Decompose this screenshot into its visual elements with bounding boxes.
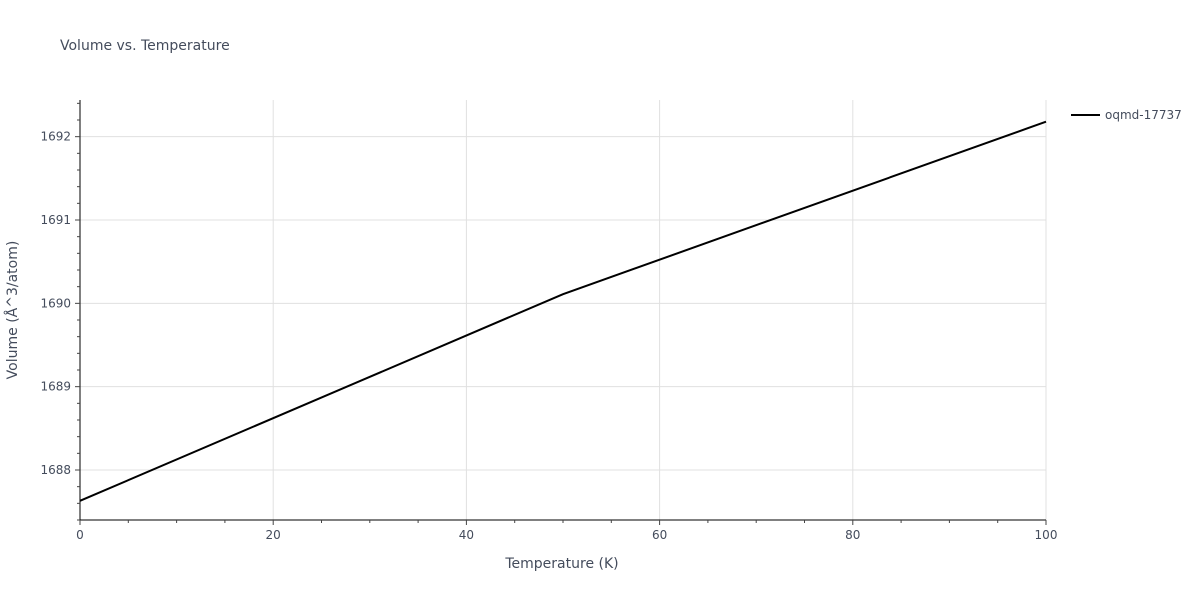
legend[interactable]: oqmd-17737: [1071, 108, 1182, 122]
y-tick-label: 1689: [40, 380, 71, 394]
x-tick-label: 20: [266, 528, 281, 542]
y-tick-label: 1692: [40, 130, 71, 144]
y-tick-label: 1691: [40, 213, 71, 227]
y-tick-label: 1688: [40, 463, 71, 477]
legend-label: oqmd-17737: [1105, 108, 1182, 122]
chart-title: Volume vs. Temperature: [60, 38, 230, 54]
x-tick-label: 100: [1035, 528, 1058, 542]
series-layer: [79, 120, 1047, 502]
x-tick-label: 60: [652, 528, 667, 542]
x-tick-label: 80: [845, 528, 860, 542]
x-tick-label: 0: [76, 528, 84, 542]
x-tick-label: 40: [459, 528, 474, 542]
grid: [80, 100, 1047, 520]
x-axis-title: Temperature (K): [504, 556, 618, 572]
axes: 0 20 40 60 80 100 1688 1689 1690 1691 1692: [40, 100, 1057, 542]
y-axis-title: Volume (Å^3/atom): [4, 241, 21, 380]
y-tick-label: 1690: [40, 296, 71, 310]
series-line[interactable]: [79, 120, 1047, 502]
